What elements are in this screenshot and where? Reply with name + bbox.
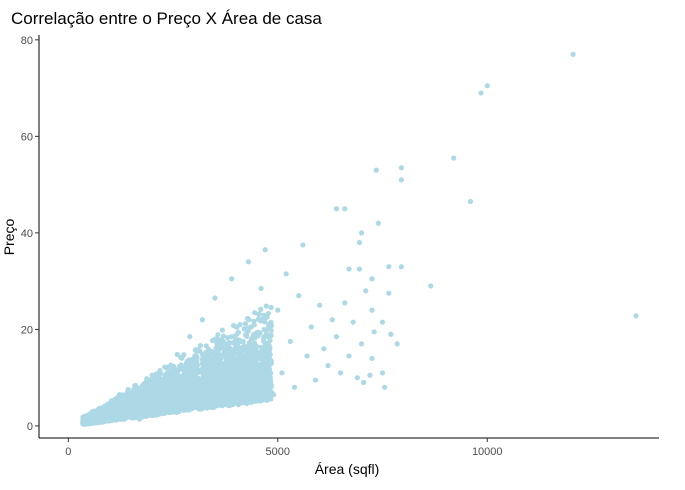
data-point — [184, 366, 190, 372]
data-point — [241, 326, 247, 332]
data-point — [252, 310, 258, 316]
data-point — [245, 328, 252, 334]
data-point — [250, 386, 256, 392]
data-point — [137, 385, 143, 391]
data-point — [220, 368, 226, 374]
data-point — [176, 381, 182, 387]
data-point — [188, 381, 194, 387]
data-point — [132, 382, 138, 389]
data-point — [230, 399, 236, 405]
data-point — [228, 334, 234, 340]
data-point — [199, 352, 206, 358]
data-point — [249, 350, 255, 356]
data-point — [205, 364, 211, 370]
data-point — [214, 340, 220, 346]
data-point — [144, 376, 150, 382]
data-point — [253, 383, 259, 389]
data-point — [131, 399, 137, 405]
data-point — [230, 348, 236, 354]
data-point — [245, 344, 251, 350]
data-point — [111, 403, 118, 409]
data-point — [220, 333, 227, 339]
data-point — [242, 321, 248, 327]
data-point — [253, 398, 259, 404]
data-point — [235, 329, 242, 335]
data-point — [230, 340, 236, 346]
data-point — [211, 382, 217, 388]
data-point — [226, 339, 232, 346]
data-point — [261, 338, 267, 344]
data-point — [115, 401, 122, 407]
data-point — [154, 371, 160, 377]
data-point — [206, 346, 212, 352]
data-point — [178, 354, 184, 361]
data-point — [236, 377, 242, 383]
data-point — [192, 378, 198, 385]
data-point — [233, 359, 239, 365]
data-point — [257, 364, 263, 370]
data-point — [265, 323, 272, 329]
data-point — [266, 388, 272, 395]
points-layer — [80, 51, 639, 427]
data-point — [188, 362, 194, 369]
data-point — [200, 405, 206, 411]
data-point — [267, 337, 273, 343]
data-point — [141, 408, 147, 414]
data-point — [172, 366, 178, 372]
data-point — [197, 342, 203, 349]
data-point — [228, 352, 235, 359]
data-point — [225, 382, 232, 388]
data-point — [258, 306, 264, 312]
data-point — [219, 327, 225, 333]
data-point — [259, 316, 265, 322]
data-point — [168, 362, 174, 368]
data-point — [146, 387, 152, 393]
data-point — [224, 377, 230, 383]
data-point — [161, 410, 167, 416]
data-point — [264, 342, 270, 348]
data-point — [127, 391, 134, 397]
data-point — [258, 344, 264, 351]
data-point — [246, 339, 253, 346]
data-point — [211, 392, 218, 399]
data-point — [256, 311, 262, 318]
chart-title: Correlação entre o Preço X Área de casa — [11, 9, 322, 28]
data-point — [252, 347, 258, 353]
data-point — [261, 388, 267, 395]
data-point — [164, 376, 170, 382]
data-point — [245, 315, 251, 322]
data-point — [149, 407, 155, 413]
data-point — [214, 386, 221, 393]
data-point — [214, 362, 220, 369]
data-point — [209, 337, 216, 344]
data-point — [157, 381, 163, 387]
data-point — [248, 357, 254, 363]
data-point — [255, 316, 261, 322]
data-point — [229, 372, 235, 378]
data-point — [215, 332, 221, 338]
data-point — [258, 394, 264, 400]
data-point — [264, 362, 270, 369]
data-point — [145, 395, 151, 401]
data-point — [261, 334, 267, 340]
data-point — [268, 304, 274, 310]
data-point — [256, 330, 262, 336]
data-point — [146, 412, 152, 418]
data-point — [164, 399, 171, 406]
data-point — [224, 355, 230, 361]
data-point — [251, 318, 257, 324]
data-point — [243, 362, 249, 369]
data-point — [199, 400, 205, 406]
data-point — [263, 303, 269, 309]
data-point — [268, 332, 274, 339]
data-point — [263, 394, 269, 400]
data-point — [229, 394, 235, 400]
